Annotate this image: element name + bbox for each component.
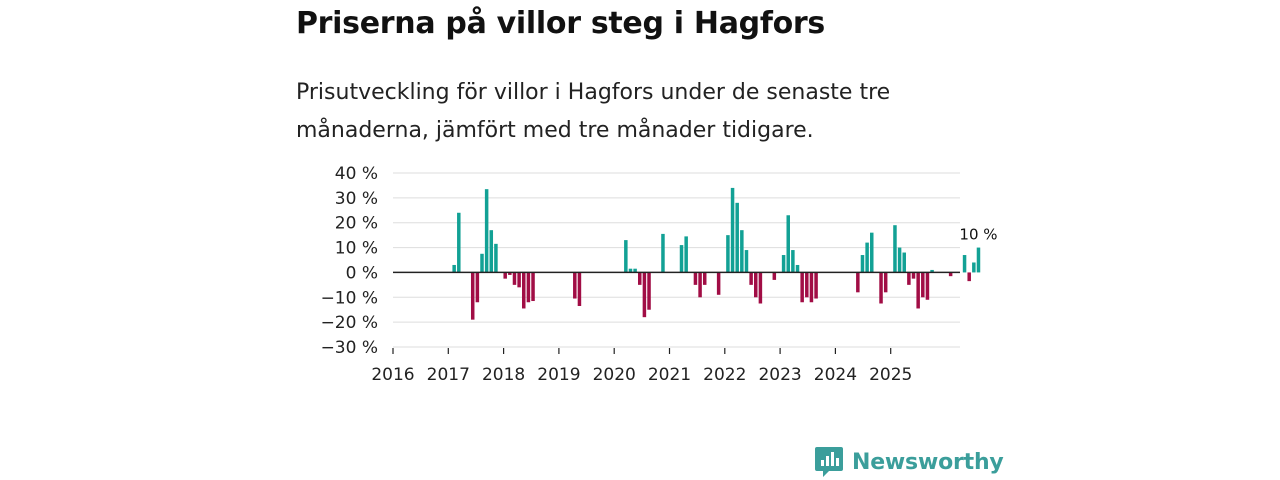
- y-tick-label: 0 %: [346, 263, 378, 283]
- bar-2017-06: [503, 272, 507, 279]
- bar-2021-08: [735, 202, 739, 273]
- bar-2022-07: [786, 215, 790, 273]
- bar-2020-11: [693, 272, 698, 285]
- bar-2017-03: [489, 230, 494, 273]
- bar-2024-11: [916, 272, 920, 309]
- bar-2024-08: [902, 252, 906, 273]
- bar-2021-06: [726, 235, 730, 273]
- bar-2022-12: [809, 272, 814, 303]
- bar-2016-11: [470, 272, 475, 320]
- bar-2020-01: [647, 272, 651, 310]
- x-tick-label: 2020: [593, 365, 636, 385]
- bar-chart: 40 % 30 % 20 % 10 % 0 % −10 % −20 % −30 % 2016 20…: [321, 164, 998, 385]
- x-tick-label: 2019: [537, 365, 580, 385]
- bar-2025-02: [930, 269, 934, 273]
- y-tick-label: 30 %: [335, 189, 378, 209]
- bar-2023-11: [860, 255, 865, 273]
- y-tick-label: 10 %: [335, 239, 378, 259]
- bar-2017-07: [508, 272, 512, 275]
- bar-2022-01: [758, 272, 763, 304]
- bar-2020-12: [698, 272, 702, 298]
- x-tick-label: 2024: [814, 365, 857, 385]
- bar-2017-02: [484, 189, 489, 273]
- y-tick-label: −10 %: [321, 288, 378, 308]
- bar-2021-11: [749, 272, 753, 285]
- bar-2022-10: [800, 272, 804, 303]
- bar-2020-08: [679, 245, 684, 273]
- bar-2021-10: [744, 250, 749, 273]
- bar-2021-01: [702, 272, 707, 285]
- bar-2025-11: [972, 262, 976, 273]
- bar-2023-12: [865, 242, 869, 273]
- bar-2017-12: [531, 272, 535, 302]
- bar-2017-10: [522, 272, 526, 309]
- chart-subtitle: Prisutveckling för villor i Hagfors unde…: [296, 80, 891, 143]
- bar-2017-01: [480, 253, 484, 273]
- x-tick-label: 2025: [869, 365, 912, 385]
- bar-2021-04: [716, 272, 721, 295]
- bar-2023-10: [856, 272, 860, 293]
- bar-2024-01: [870, 232, 874, 273]
- bar-2022-08: [791, 250, 795, 273]
- bar-2022-09: [795, 264, 800, 273]
- tick-labels: 40 % 30 % 20 % 10 % 0 % −10 % −20 % −30 % 2016 20…: [321, 164, 998, 385]
- bar-2018-09: [573, 272, 577, 299]
- x-tick-label: 2016: [371, 365, 414, 385]
- bar-2022-11: [805, 272, 809, 298]
- bar-2019-08: [624, 240, 628, 273]
- y-tick-label: 40 %: [335, 164, 378, 184]
- x-tick-label: 2017: [427, 365, 470, 385]
- x-tick-label: 2022: [703, 365, 746, 385]
- latest-value-label: 10 %: [959, 226, 997, 244]
- gridlines: [393, 172, 960, 348]
- bar-2016-08: [457, 212, 461, 273]
- bar-2016-07: [452, 264, 456, 273]
- x-tick-label: 2021: [648, 365, 691, 385]
- bar-2021-09: [740, 230, 744, 273]
- bar-2021-12: [754, 272, 758, 298]
- bar-2017-08: [512, 272, 517, 285]
- bar-2025-10: [967, 272, 971, 282]
- brand-name: Newsworthy: [852, 449, 1004, 475]
- bar-2017-09: [517, 272, 521, 288]
- bars: [452, 187, 981, 320]
- bar-2024-07: [897, 247, 902, 273]
- y-tick-label: −30 %: [321, 338, 378, 358]
- bar-2017-11: [526, 272, 531, 303]
- bar-2025-01: [925, 272, 930, 300]
- bar-2024-12: [921, 272, 925, 298]
- y-tick-label: 20 %: [335, 214, 378, 234]
- bar-2024-06: [893, 225, 897, 273]
- bar-2024-10: [911, 272, 916, 279]
- bar-2023-01: [814, 272, 818, 299]
- chart-title: Priserna på villor steg i Hagfors: [296, 6, 825, 41]
- bar-2024-03: [879, 272, 883, 304]
- x-tick-label: 2018: [482, 365, 525, 385]
- bar-2020-09: [684, 236, 688, 273]
- brand: Newsworthy: [814, 444, 1004, 480]
- bar-2022-06: [781, 255, 786, 273]
- bar-2024-09: [907, 272, 911, 285]
- bar-2019-10: [633, 268, 637, 273]
- newsworthy-logo-icon: [815, 447, 843, 477]
- y-tick-label: −20 %: [321, 313, 378, 333]
- bar-2017-04: [494, 243, 498, 273]
- x-tick-label: 2023: [758, 365, 801, 385]
- bar-2025-09: [962, 255, 967, 273]
- bar-2016-12: [475, 272, 480, 303]
- bar-2025-12: [976, 247, 981, 273]
- bar-2018-10: [577, 272, 582, 306]
- bar-2019-12: [642, 272, 647, 318]
- bar-2020-04: [661, 233, 665, 273]
- bar-2022-04: [772, 272, 777, 280]
- axes: [392, 271, 960, 354]
- bar-2019-11: [638, 272, 642, 285]
- bar-2021-07: [730, 187, 735, 273]
- bar-2024-04: [883, 272, 888, 293]
- bar-2025-06: [948, 272, 953, 277]
- bar-2019-09: [628, 268, 633, 273]
